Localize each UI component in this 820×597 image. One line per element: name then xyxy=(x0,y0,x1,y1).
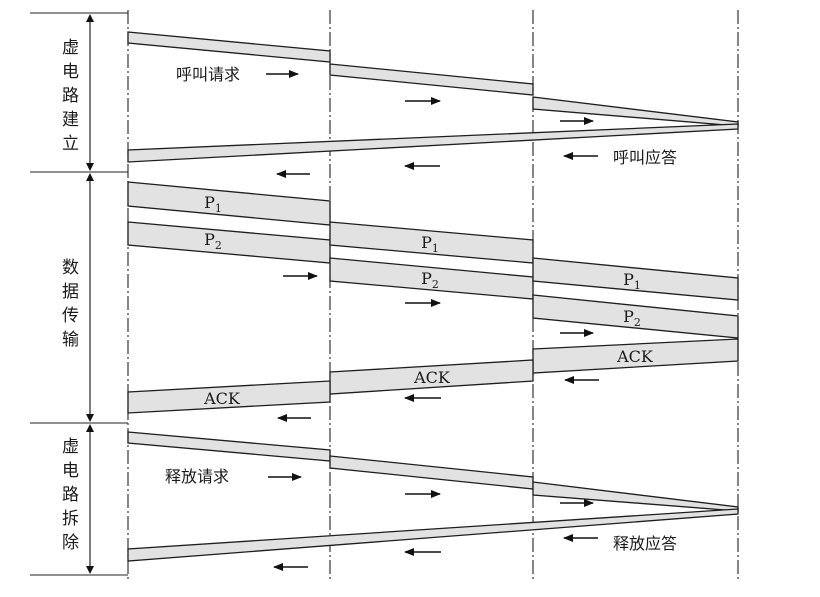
packet-p1-label: P1 xyxy=(421,233,439,255)
clear-confirm-band xyxy=(127,508,739,562)
packet-p1-label: P1 xyxy=(204,193,222,215)
clear-request-label: 释放请求 xyxy=(165,467,229,486)
packet-p1-band-hop3 xyxy=(532,257,739,301)
packet-p2-label: P2 xyxy=(623,307,641,329)
ack-label: ACK xyxy=(616,347,654,366)
call-request-label: 呼叫请求 xyxy=(176,65,240,84)
packet-p2-band-hop1 xyxy=(127,221,331,264)
packet-p2-band-hop3 xyxy=(532,294,739,339)
packet-p1-label: P1 xyxy=(623,270,641,292)
clear-request-band-hop3 xyxy=(532,481,739,512)
call-request-band-hop2 xyxy=(329,63,534,96)
clear-request-band-hop2 xyxy=(329,455,534,490)
packet-p2-label: P2 xyxy=(204,230,222,252)
call-request-band-hop1 xyxy=(127,31,331,63)
call-accept-band xyxy=(127,123,739,163)
ack-label: ACK xyxy=(413,368,451,387)
phase-label-teardown: 虚电路拆除 xyxy=(58,437,78,557)
phase-label-setup: 虚电路建立 xyxy=(58,38,78,158)
clear-request-band-hop1 xyxy=(127,431,331,462)
ack-label: ACK xyxy=(203,389,241,408)
ack-band-hop1 xyxy=(127,380,331,414)
clear-confirm-label: 释放应答 xyxy=(613,534,677,553)
call-accept-label: 呼叫应答 xyxy=(613,148,677,167)
packet-p2-label: P2 xyxy=(421,269,439,291)
phase-label-transfer: 数据传输 xyxy=(58,258,78,354)
packet-p1-band-hop1 xyxy=(127,181,331,226)
